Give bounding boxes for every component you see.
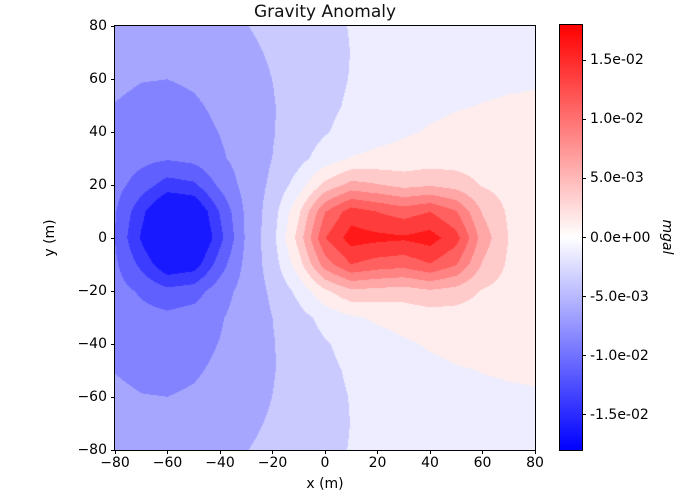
x-tick-mark <box>272 450 273 454</box>
y-tick-mark <box>111 184 115 186</box>
x-tick-label: −40 <box>205 455 235 471</box>
x-tick-mark <box>377 450 378 454</box>
colorbar-tick-mark <box>582 355 586 357</box>
colorbar-tick-label: -1.5e-02 <box>590 406 649 423</box>
x-tick-mark <box>324 450 326 454</box>
x-axis-label: x (m) <box>306 476 344 492</box>
colorbar-tick-label: -1.0e-02 <box>590 347 649 364</box>
y-tick-mark <box>111 343 115 345</box>
colorbar-tick-label: -5.0e-03 <box>590 288 649 305</box>
x-tick-mark <box>219 450 221 454</box>
y-tick-mark <box>111 449 115 451</box>
y-tick-label: 0 <box>98 230 107 246</box>
colorbar-gradient <box>560 25 582 450</box>
contour-plot-canvas <box>115 26 535 450</box>
colorbar-tick-mark <box>582 237 586 238</box>
x-tick-label: 60 <box>473 455 492 471</box>
x-tick-label: 80 <box>526 455 544 471</box>
x-tick-label: −60 <box>152 455 183 471</box>
y-tick-label: 80 <box>89 18 107 34</box>
x-tick-label: −20 <box>257 455 288 471</box>
colorbar-unit-label: mgal <box>659 219 675 255</box>
x-tick-label: −80 <box>100 455 130 471</box>
y-tick-mark <box>111 78 115 80</box>
y-tick-mark <box>111 237 115 239</box>
x-tick-mark <box>534 450 536 454</box>
x-tick-label: 20 <box>368 455 387 471</box>
y-tick-label: 20 <box>89 177 107 193</box>
y-tick-label: 40 <box>89 124 107 140</box>
chart-title: Gravity Anomaly <box>253 2 397 22</box>
colorbar-tick-label: 0.0e+00 <box>590 229 651 246</box>
colorbar-tick-label: 5.0e-03 <box>590 170 644 187</box>
colorbar-tick-mark <box>582 296 586 298</box>
x-tick-mark <box>429 450 431 454</box>
y-tick-mark <box>111 396 115 398</box>
y-tick-label: 60 <box>89 71 107 87</box>
y-tick-label: −40 <box>77 336 107 352</box>
y-tick-label: −20 <box>77 283 107 299</box>
colorbar-tick-label: 1.0e-02 <box>590 111 644 128</box>
colorbar-tick-mark <box>582 177 586 179</box>
x-tick-label: 40 <box>421 455 439 471</box>
y-tick-mark <box>111 131 115 133</box>
y-tick-label: −60 <box>77 389 107 405</box>
y-tick-mark <box>111 290 115 292</box>
colorbar-tick-mark <box>582 118 586 120</box>
colorbar-tick-mark <box>582 414 586 416</box>
y-tick-mark <box>111 25 115 27</box>
x-tick-label: 0 <box>320 455 330 471</box>
colorbar-tick-mark <box>582 59 586 61</box>
colorbar-tick-label: 1.5e-02 <box>590 52 644 69</box>
y-tick-label: −80 <box>77 442 107 458</box>
x-tick-mark <box>114 450 116 454</box>
x-tick-mark <box>167 450 168 454</box>
y-axis-label: y (m) <box>42 219 58 257</box>
x-tick-mark <box>482 450 483 454</box>
